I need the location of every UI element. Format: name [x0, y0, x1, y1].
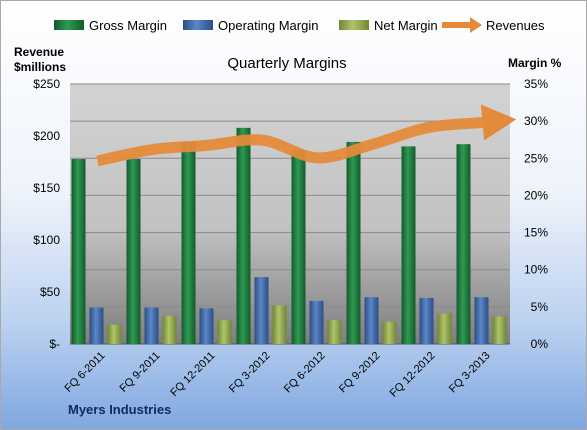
legend-swatch-net-margin: [339, 20, 369, 30]
right-tick-label: 25%: [524, 151, 548, 165]
legend-label-net-margin: Net Margin: [374, 18, 438, 33]
legend-label-gross-margin: Gross Margin: [89, 18, 167, 33]
revenue-line-group: [96, 104, 517, 167]
bar-net-margin: [492, 316, 507, 344]
chart-title: Quarterly Margins: [227, 55, 346, 72]
bar-gross-margin: [456, 144, 471, 344]
left-tick-label: $50: [40, 285, 60, 299]
bar-operating-margin: [199, 308, 214, 344]
legend-swatch-operating-margin: [183, 20, 213, 30]
bar-net-margin: [327, 320, 342, 344]
legend-item-operating-margin: Operating Margin: [183, 18, 318, 33]
legend-label-operating-margin: Operating Margin: [218, 18, 318, 33]
left-tick-label: $200: [33, 129, 60, 143]
legend-arrow-revenues: [442, 17, 482, 33]
bar-operating-margin: [364, 297, 379, 344]
bar-gross-margin: [71, 159, 86, 344]
left-axis-title-line: $millions: [14, 60, 66, 74]
bar-net-margin: [382, 321, 397, 344]
bar-net-margin: [162, 315, 177, 344]
right-axis-ticks: 0% 5% 10% 15% 20% 25% 30% 35%: [524, 77, 548, 351]
bar-gross-margin: [236, 127, 251, 344]
left-tick-label: $150: [33, 181, 60, 195]
legend-item-revenues: Revenues: [442, 17, 545, 33]
bar-gross-margin: [126, 159, 141, 344]
gridlines: [70, 83, 510, 345]
bar-net-margin: [272, 305, 287, 344]
revenue-line: [96, 116, 484, 167]
company-name: Myers Industries: [68, 402, 171, 417]
left-tick-label: $-: [49, 337, 60, 351]
bar-net-margin: [107, 324, 122, 344]
left-axis-ticks: $- $50 $100 $150 $200 $250: [33, 77, 60, 351]
bar-operating-margin: [89, 307, 104, 344]
bar-net-margin: [437, 313, 452, 344]
revenue-arrowhead: [480, 104, 517, 141]
right-tick-label: 10%: [524, 263, 548, 277]
legend-swatch-gross-margin: [54, 20, 84, 30]
right-tick-label: 0%: [531, 337, 549, 351]
right-tick-label: 35%: [524, 77, 548, 91]
right-tick-label: 5%: [531, 300, 549, 314]
bar-net-margin: [217, 320, 232, 344]
legend: Gross Margin Operating Margin Net Margin…: [54, 17, 545, 33]
left-axis-title-line: Revenue: [14, 45, 64, 59]
bar-gross-margin: [181, 141, 196, 344]
left-axis-title: Revenue $millions: [14, 45, 66, 74]
bar-operating-margin: [309, 300, 324, 344]
bar-gross-margin: [401, 146, 416, 344]
legend-item-gross-margin: Gross Margin: [54, 18, 167, 33]
left-tick-label: $250: [33, 77, 60, 91]
bar-operating-margin: [419, 297, 434, 344]
bar-gross-margin: [346, 141, 361, 344]
right-tick-label: 15%: [524, 226, 548, 240]
right-axis-title: Margin %: [508, 56, 562, 70]
right-tick-label: 20%: [524, 188, 548, 202]
legend-item-net-margin: Net Margin: [339, 18, 438, 33]
bars: [71, 127, 507, 344]
left-tick-label: $100: [33, 233, 60, 247]
legend-label-revenues: Revenues: [486, 18, 545, 33]
bar-operating-margin: [144, 307, 159, 344]
bar-operating-margin: [254, 277, 269, 344]
right-tick-label: 30%: [524, 114, 548, 128]
bar-gross-margin: [291, 150, 306, 344]
bar-operating-margin: [474, 297, 489, 344]
